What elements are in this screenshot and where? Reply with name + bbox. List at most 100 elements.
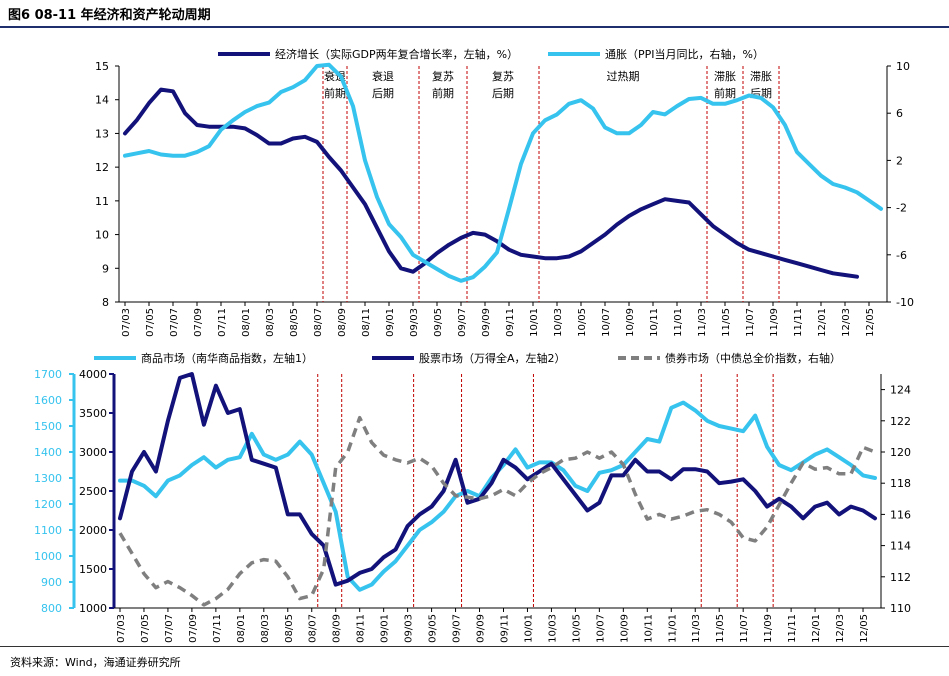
x-tick-label: 07/03: [116, 614, 127, 643]
x-tick-label: 07/11: [217, 308, 228, 337]
x-tick-label: 10/09: [619, 614, 630, 643]
y-right-tick-label: 124: [890, 384, 911, 397]
y-left-tick-label: 9: [102, 262, 109, 275]
legend-label-gdp: 经济增长（实际GDP两年复合增长率，左轴，%）: [275, 47, 518, 61]
x-tick-label: 12/03: [841, 308, 852, 337]
x-tick-label: 08/05: [289, 308, 300, 337]
y-left1-tick-label: 900: [41, 576, 62, 589]
y-right-tick-label: 116: [890, 508, 911, 521]
y-right-tick-label: 2: [896, 154, 903, 167]
phase-label: 后期: [372, 87, 394, 100]
y-left2-tick-label: 1000: [79, 602, 107, 615]
x-tick-label: 08/03: [265, 308, 276, 337]
y-left1-tick-label: 800: [41, 602, 62, 615]
y-left-tick-label: 8: [102, 296, 109, 309]
x-tick-label: 12/05: [859, 614, 870, 643]
x-tick-label: 10/01: [523, 614, 534, 643]
y-left2-tick-label: 1500: [79, 563, 107, 576]
x-tick-label: 11/01: [667, 614, 678, 643]
y-right-tick-label: 122: [890, 415, 911, 428]
y-left-tick-label: 11: [95, 195, 109, 208]
x-tick-label: 09/07: [457, 308, 468, 337]
x-tick-label: 10/07: [595, 614, 606, 643]
y-left1-tick-label: 1100: [34, 524, 62, 537]
y-left2-tick-label: 2500: [79, 485, 107, 498]
x-tick-label: 11/09: [763, 614, 774, 643]
x-tick-label: 08/07: [308, 614, 319, 643]
x-tick-label: 07/09: [193, 308, 204, 337]
legend-label-stock: 股票市场（万得全A，左轴2）: [419, 351, 566, 365]
x-tick-label: 08/09: [337, 308, 348, 337]
y-right-tick-label: 6: [896, 107, 903, 120]
y-right-tick-label: 110: [890, 602, 911, 615]
y-left-tick-label: 15: [95, 60, 109, 73]
y-right-tick-label: 10: [896, 60, 910, 73]
x-tick-label: 12/05: [865, 308, 876, 337]
stock-line: [118, 372, 877, 587]
x-tick-label: 10/09: [625, 308, 636, 337]
phase-label: 复苏: [432, 69, 454, 83]
y-left1-tick-label: 1400: [34, 446, 62, 459]
y-left2-tick-label: 3500: [79, 407, 107, 420]
x-tick-label: 08/07: [313, 308, 324, 337]
ppi-line: [123, 62, 883, 283]
figure-title: 图6 08-11 年经济和资产轮动周期: [8, 8, 211, 23]
x-tick-label: 11/03: [691, 614, 702, 643]
x-tick-label: 09/01: [385, 308, 396, 337]
x-tick-label: 09/09: [476, 614, 487, 643]
y-right-tick-label: -6: [896, 249, 907, 262]
y-left-tick-label: 14: [95, 94, 109, 107]
x-tick-label: 07/05: [145, 308, 156, 337]
x-tick-label: 09/07: [452, 614, 463, 643]
x-tick-label: 09/05: [433, 308, 444, 337]
x-tick-label: 08/05: [284, 614, 295, 643]
y-left2-tick-label: 2000: [79, 524, 107, 537]
phase-label: 过热期: [607, 70, 640, 83]
x-tick-label: 11/05: [721, 308, 732, 337]
x-tick-label: 10/03: [547, 614, 558, 643]
y-left1-tick-label: 1600: [34, 394, 62, 407]
x-tick-label: 07/09: [188, 614, 199, 643]
legend-label-bond: 债券市场（中债总全价指数，右轴）: [665, 351, 841, 365]
x-tick-label: 11/07: [739, 614, 750, 643]
x-tick-label: 10/11: [649, 308, 660, 337]
x-tick-label: 07/07: [169, 308, 180, 337]
phase-label: 前期: [324, 86, 346, 100]
title-rule: [0, 26, 949, 28]
legend-label-ppi: 通胀（PPI当月同比，右轴，%）: [605, 47, 764, 61]
y-left-tick-label: 13: [95, 127, 109, 140]
x-tick-label: 09/05: [428, 614, 439, 643]
x-tick-label: 07/11: [212, 614, 223, 643]
x-tick-label: 10/03: [553, 308, 564, 337]
legend-label-commodity: 商品市场（南华商品指数，左轴1）: [141, 351, 313, 365]
x-tick-label: 08/01: [236, 614, 247, 643]
x-tick-label: 12/01: [817, 308, 828, 337]
phase-label: 前期: [432, 86, 454, 100]
x-tick-label: 08/11: [361, 308, 372, 337]
y-left1-tick-label: 1500: [34, 420, 62, 433]
x-tick-label: 10/07: [601, 308, 612, 337]
gdp-growth-line: [123, 87, 859, 279]
commodity-line: [118, 400, 877, 592]
x-tick-label: 11/11: [787, 614, 798, 643]
bond-line: [118, 415, 876, 607]
y-left1-tick-label: 1300: [34, 472, 62, 485]
x-tick-label: 07/07: [164, 614, 175, 643]
x-tick-label: 11/03: [697, 308, 708, 337]
x-tick-label: 11/01: [673, 308, 684, 337]
x-tick-label: 09/03: [404, 614, 415, 643]
x-tick-label: 09/01: [380, 614, 391, 643]
x-tick-label: 11/05: [715, 614, 726, 643]
x-tick-label: 09/11: [505, 308, 516, 337]
x-tick-label: 08/01: [241, 308, 252, 337]
footer-rule: [0, 646, 949, 647]
y-left2-tick-label: 4000: [79, 368, 107, 381]
x-tick-label: 11/07: [745, 308, 756, 337]
x-tick-label: 11/09: [769, 308, 780, 337]
y-right-tick-label: 112: [890, 571, 911, 584]
phase-label: 滞胀: [714, 70, 736, 83]
y-right-tick-label: 114: [890, 540, 911, 553]
x-tick-label: 10/05: [577, 308, 588, 337]
source-note: 资料来源：Wind，海通证券研究所: [10, 656, 181, 669]
